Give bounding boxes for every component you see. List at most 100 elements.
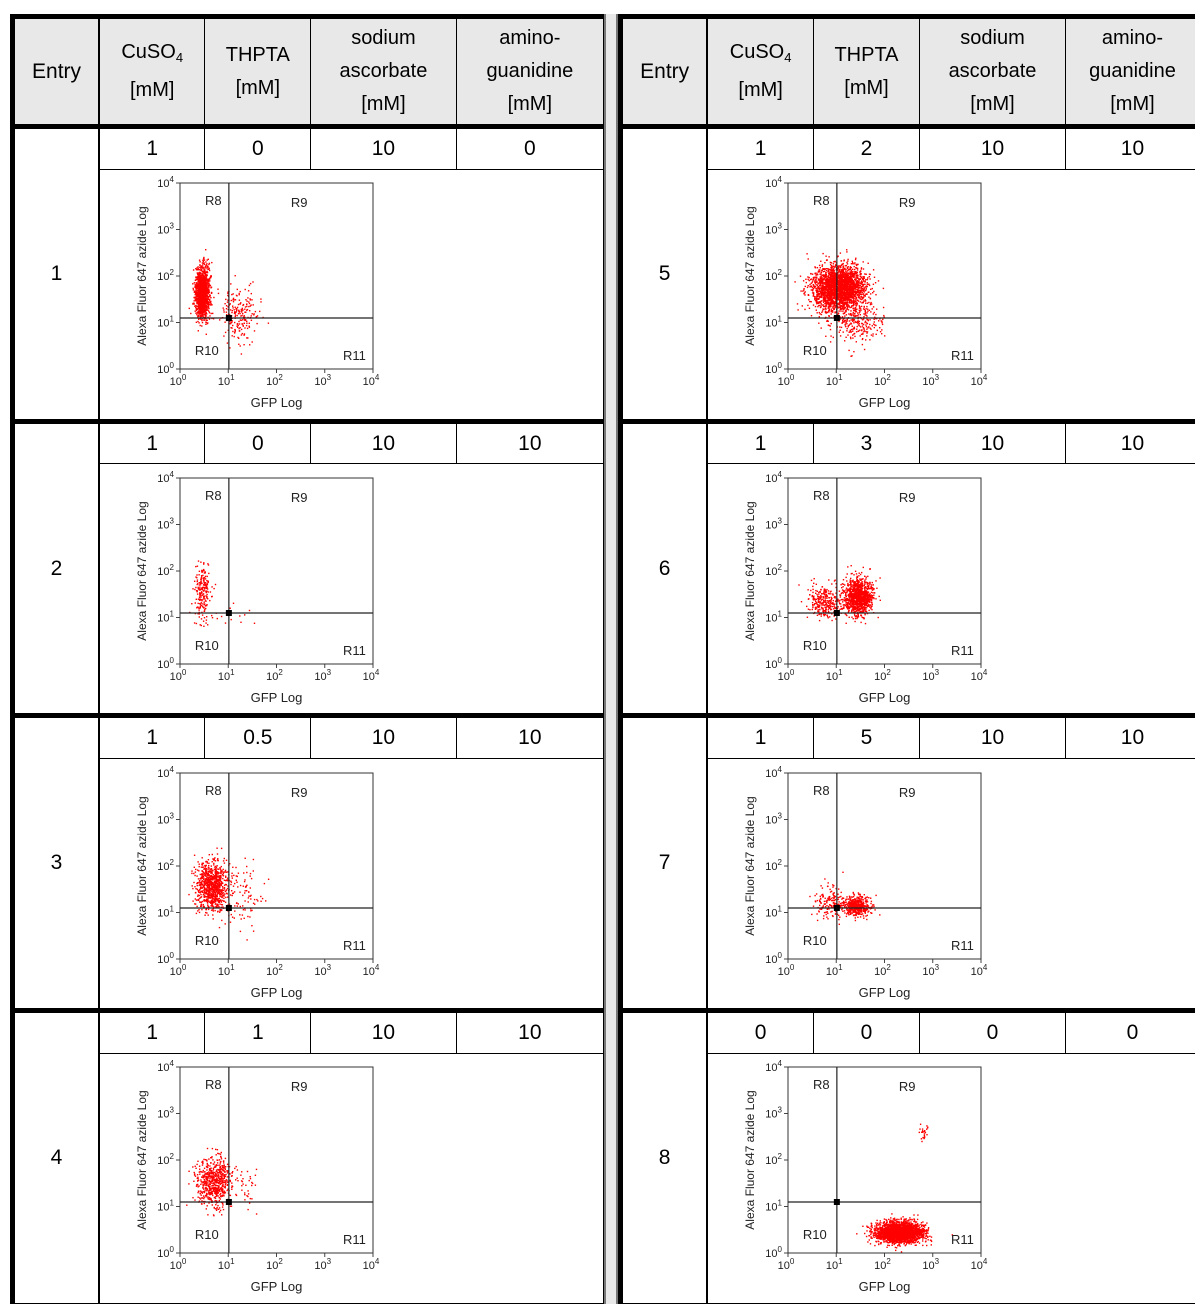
data-point	[201, 296, 203, 298]
data-point	[199, 308, 202, 310]
data-point	[218, 882, 220, 884]
data-point	[203, 596, 205, 598]
x-tick-label: 100	[778, 373, 795, 388]
data-point	[236, 325, 238, 328]
data-point	[211, 883, 213, 886]
data-point	[207, 868, 209, 870]
data-point	[212, 1188, 215, 1191]
data-point	[219, 1194, 221, 1196]
data-point	[203, 276, 205, 278]
data-point	[240, 1180, 243, 1182]
data-point	[218, 1211, 221, 1214]
data-point	[215, 873, 217, 875]
data-point	[207, 899, 209, 901]
data-point	[855, 282, 858, 285]
data-point	[223, 1182, 225, 1184]
data-point	[203, 314, 205, 316]
data-point	[205, 333, 208, 336]
data-point	[221, 895, 223, 897]
data-point	[198, 863, 200, 865]
data-point	[224, 331, 227, 334]
data-point	[817, 293, 820, 295]
data-point	[203, 311, 205, 314]
data-point	[247, 1193, 250, 1195]
data-point	[847, 299, 849, 302]
data-point	[198, 308, 201, 310]
data-point	[827, 275, 830, 278]
data-point	[193, 303, 195, 305]
data-point	[203, 572, 206, 574]
data-point	[821, 264, 824, 266]
data-point	[823, 301, 825, 304]
data-point	[223, 861, 226, 864]
data-point	[217, 1153, 219, 1155]
data-point	[196, 606, 199, 608]
data-point	[829, 282, 832, 284]
data-point	[830, 263, 832, 266]
data-point	[218, 875, 221, 877]
data-point	[208, 291, 211, 294]
data-point	[198, 869, 200, 872]
data-point	[223, 335, 225, 337]
data-point	[858, 294, 861, 297]
data-point	[265, 899, 267, 902]
data-point	[203, 867, 206, 869]
cell-thpta: 0.5	[204, 713, 312, 759]
data-point	[206, 270, 208, 273]
data-point	[208, 280, 210, 282]
data-point	[206, 288, 208, 291]
cell-thpta: 1	[204, 1008, 312, 1054]
data-point	[244, 327, 246, 329]
data-point	[828, 299, 831, 302]
data-point	[214, 897, 217, 900]
data-point	[218, 1172, 220, 1174]
data-point	[215, 1209, 218, 1212]
data-point	[205, 908, 208, 910]
data-point	[861, 293, 863, 296]
data-point	[199, 605, 202, 607]
data-point	[202, 316, 205, 318]
data-point	[198, 295, 200, 298]
data-point	[864, 290, 867, 292]
data-point	[199, 285, 201, 288]
data-point	[201, 262, 204, 264]
data-point	[855, 279, 857, 282]
data-point	[219, 866, 221, 868]
data-point	[248, 306, 250, 308]
data-point	[202, 577, 204, 580]
data-point	[196, 868, 199, 871]
data-point	[193, 291, 196, 294]
data-point	[205, 604, 208, 607]
plot-cell: Alexa Fluor 647 azide Log GFP Log 100 100 10…	[98, 463, 605, 717]
data-point	[247, 900, 249, 903]
data-point	[202, 1161, 204, 1163]
data-point	[847, 295, 849, 298]
data-point	[221, 1174, 224, 1176]
data-point	[206, 1181, 208, 1183]
data-point	[199, 266, 201, 269]
data-point	[216, 895, 219, 897]
data-point	[200, 574, 203, 577]
data-point	[200, 577, 202, 579]
region-label-r10: R10	[195, 1227, 219, 1242]
data-point	[217, 903, 219, 905]
data-point	[819, 267, 822, 269]
data-point	[242, 1178, 244, 1180]
data-point	[263, 882, 266, 884]
data-point	[215, 879, 217, 882]
data-point	[239, 291, 241, 293]
region-label-r10: R10	[195, 638, 219, 653]
data-point	[205, 265, 207, 267]
data-point	[197, 286, 200, 289]
data-point	[207, 889, 209, 891]
data-point	[196, 296, 199, 298]
data-point	[203, 580, 205, 583]
data-point	[203, 1196, 205, 1199]
data-point	[210, 867, 212, 869]
data-point	[204, 1180, 206, 1183]
data-point	[211, 1173, 214, 1175]
data-point	[206, 307, 208, 309]
data-point	[201, 588, 203, 590]
data-point	[206, 295, 208, 298]
data-point	[207, 597, 209, 600]
